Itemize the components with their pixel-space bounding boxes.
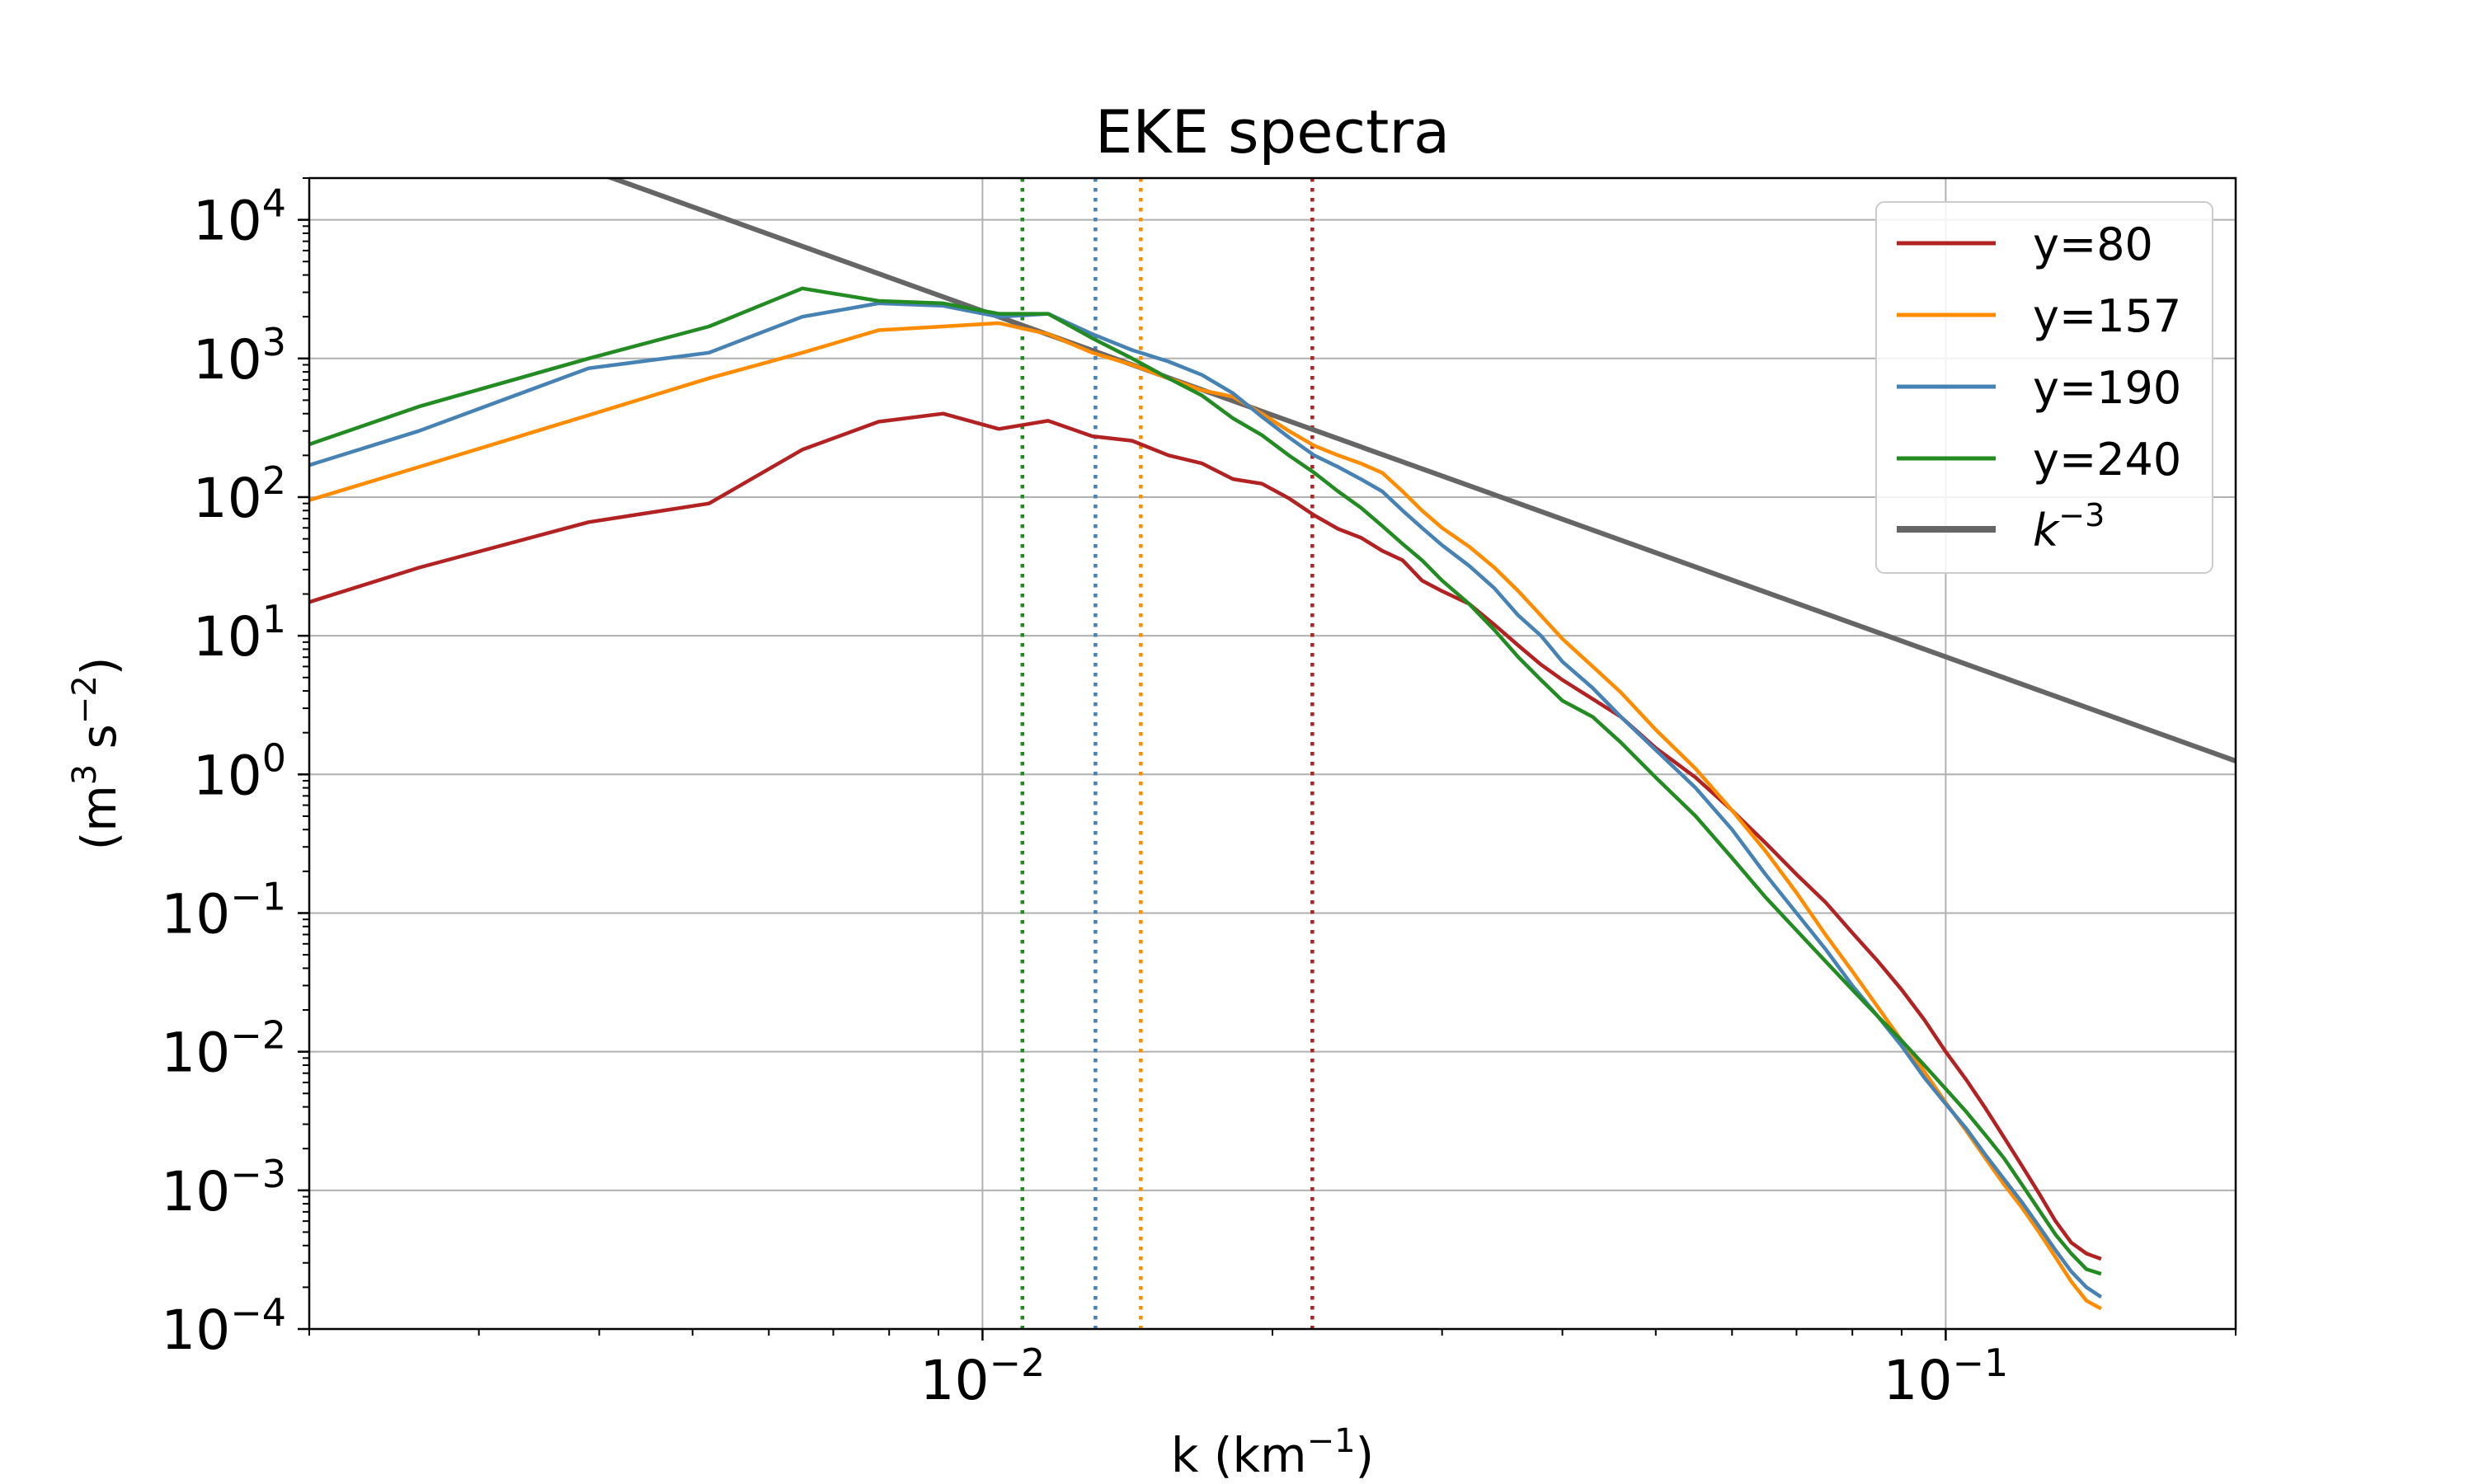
x-tick-label: 10−1 [1883, 1341, 2008, 1412]
y-tick-label-exp: 0 [262, 735, 286, 780]
legend-box [1875, 201, 2213, 574]
x-axis-label-tail: ) [1356, 1427, 1375, 1483]
y-tick-label-exp: −3 [230, 1152, 286, 1196]
x-tick-label-exp: −1 [1952, 1341, 2008, 1385]
series-line-y80 [309, 411, 2102, 1261]
x-tick-label: 10−2 [920, 1341, 1045, 1412]
y-axis-label-pre: (m [71, 785, 127, 850]
y-tick-label-exp: 4 [262, 181, 286, 226]
x-tick-label-base: 10 [1883, 1349, 1952, 1412]
legend-k-exp: −3 [2058, 497, 2105, 533]
y-tick-label-base: 10 [193, 744, 262, 807]
y-tick-label: 100 [193, 735, 286, 807]
y-tick-label: 10−4 [161, 1290, 286, 1362]
x-axis-label-exp: −1 [1307, 1422, 1356, 1460]
y-tick-label-base: 10 [193, 328, 262, 392]
y-tick-label-exp: 1 [262, 597, 286, 641]
legend-label-y157: y=157 [2033, 290, 2181, 342]
y-tick-label-base: 10 [161, 1021, 230, 1085]
y-tick-label: 10−1 [161, 874, 286, 946]
y-tick-label-base: 10 [193, 467, 262, 530]
y-tick-label-exp: −4 [230, 1290, 286, 1335]
y-tick-label: 10−3 [161, 1152, 286, 1223]
y-tick-label-base: 10 [193, 190, 262, 253]
y-tick-label: 101 [193, 597, 286, 669]
y-tick-label-exp: 2 [262, 458, 286, 503]
legend-label-k-minus-3: k−3 [2033, 497, 2105, 556]
y-tick-label-base: 10 [161, 882, 230, 946]
series-line-y157 [309, 321, 2102, 1311]
y-tick-label: 104 [193, 181, 286, 253]
y-tick-label-base: 10 [193, 605, 262, 669]
legend: y=80 y=157 y=190 y=240 k−3 [1875, 201, 2213, 574]
series-line-y240 [309, 286, 2102, 1276]
legend-label-y240: y=240 [2033, 434, 2181, 486]
y-axis-label-tail: ) [71, 657, 127, 676]
y-tick-label-exp: 3 [262, 320, 286, 364]
y-tick-label-base: 10 [161, 1160, 230, 1223]
series-line-y190 [309, 301, 2103, 1299]
legend-label-y80: y=80 [2033, 218, 2153, 270]
y-axis-label-exp2: −2 [66, 675, 104, 724]
series-lines [309, 178, 2236, 1311]
y-tick-label-base: 10 [161, 1298, 230, 1362]
y-axis-label: (m3 s−2) [66, 657, 127, 851]
x-axis-label-base: k (km [1171, 1427, 1307, 1483]
chart-title: EKE spectra [1095, 97, 1450, 167]
y-axis-label-mid: s [71, 724, 127, 764]
legend-k-base: k [2033, 505, 2061, 556]
legend-label-y190: y=190 [2033, 362, 2181, 414]
vertical-marker-lines [1020, 178, 1315, 1329]
reference-line-k-minus-3 [604, 178, 2236, 763]
y-axis-label-exp1: 3 [66, 764, 104, 785]
y-tick-label: 102 [193, 458, 286, 530]
x-axis-label: k (km−1) [1171, 1422, 1374, 1483]
x-tick-label-base: 10 [920, 1349, 989, 1412]
y-tick-label: 103 [193, 320, 286, 392]
y-tick-label-exp: −2 [230, 1013, 286, 1058]
y-tick-label-exp: −1 [230, 874, 286, 918]
x-tick-label-exp: −2 [989, 1341, 1045, 1385]
y-tick-label: 10−2 [161, 1013, 286, 1085]
